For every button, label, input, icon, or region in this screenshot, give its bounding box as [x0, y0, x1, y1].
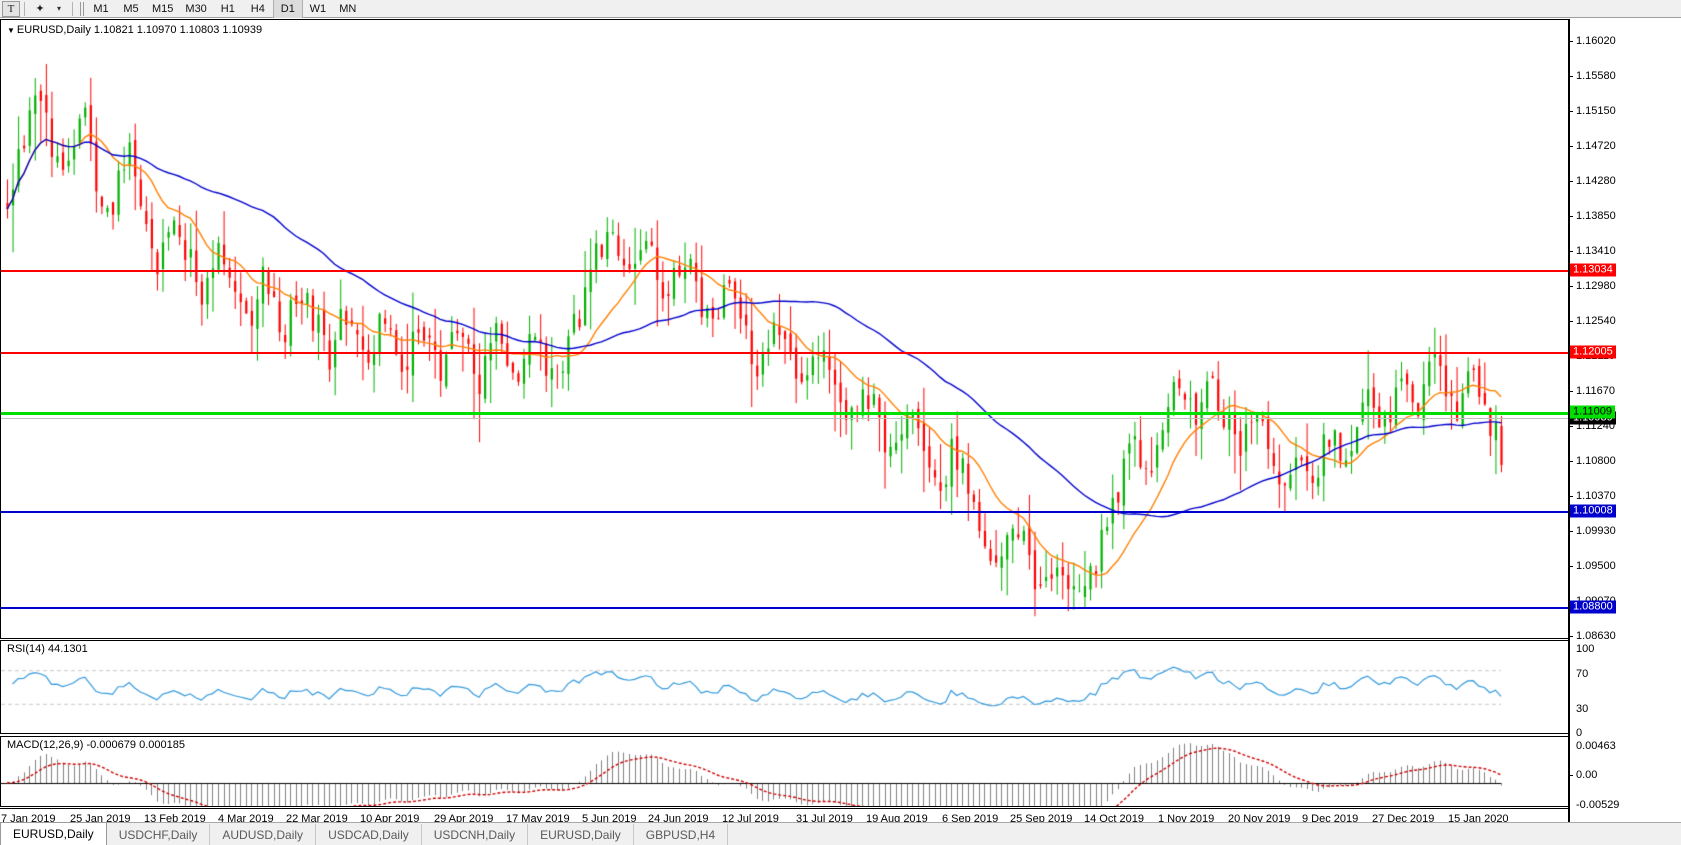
price-tick-label: 1.12540	[1576, 315, 1616, 327]
tab-usdcnh-daily[interactable]: USDCNH,Daily	[422, 824, 529, 845]
price-tick-label: 1.14280	[1576, 175, 1616, 187]
rsi-label: RSI(14) 44.1301	[7, 643, 88, 655]
tab-usdcad-daily[interactable]: USDCAD,Daily	[316, 824, 422, 845]
macd-tick-label: -0.00529	[1576, 799, 1620, 811]
toolbar-separator-2	[72, 1, 73, 16]
chart-tabs[interactable]: EURUSD,Daily USDCHF,Daily AUDUSD,Daily U…	[0, 822, 1681, 845]
timeframe-m30[interactable]: M30	[185, 2, 207, 15]
tab-gbpusd-h4[interactable]: GBPUSD,H4	[634, 824, 729, 845]
chart-area[interactable]: ▼ EURUSD,Daily 1.10821 1.10970 1.10803 1.…	[0, 19, 1681, 828]
timeframe-m1[interactable]: M1	[93, 2, 109, 15]
level-tag-support-1[interactable]: 1.10008	[1570, 504, 1616, 518]
price-tick-label: 1.15580	[1576, 70, 1616, 82]
price-tick-label: 1.09930	[1576, 525, 1616, 537]
rsi-tick-label: 0	[1576, 727, 1583, 739]
rsi-tick-label: 70	[1576, 668, 1589, 680]
macd-tick-label: 0.00	[1576, 769, 1598, 781]
rsi-tick-label: 30	[1576, 703, 1589, 715]
price-tick-label: 1.10800	[1576, 455, 1616, 467]
macd-tick-label: 0.00463	[1576, 740, 1616, 752]
timeframe-h4[interactable]: H4	[250, 2, 265, 15]
crosshair-text-icon[interactable]: T	[2, 0, 20, 17]
price-tick-label: 1.13410	[1576, 245, 1616, 257]
level-line-resistance-1[interactable]	[1, 270, 1568, 272]
timeframe-m15[interactable]: M15	[152, 2, 174, 15]
rsi-pane[interactable]: RSI(14) 44.1301	[0, 640, 1569, 734]
tab-eurusd-daily[interactable]: EURUSD,Daily	[0, 822, 107, 845]
level-tag-support-2[interactable]: 1.08800	[1570, 600, 1616, 614]
level-tag-resistance-2[interactable]: 1.12005	[1570, 345, 1616, 359]
price-tick-label: 1.12980	[1576, 280, 1616, 292]
price-tick-label: 1.16020	[1576, 35, 1616, 47]
chart-header: ▼ EURUSD,Daily 1.10821 1.10970 1.10803 1.…	[7, 24, 262, 36]
timeframe-m5[interactable]: M5	[123, 2, 139, 15]
price-tick-label: 1.10370	[1576, 490, 1616, 502]
toolbar-separator	[24, 1, 25, 16]
bid-line	[1, 418, 1568, 419]
macd-label: MACD(12,26,9) -0.000679 0.000185	[7, 739, 185, 751]
axis-line	[1569, 19, 1570, 822]
price-axis[interactable]: 1.16020 1.15580 1.15150 1.14720 1.14280 …	[1568, 19, 1681, 822]
timeframe-h1[interactable]: H1	[220, 2, 235, 15]
timeframe-d1[interactable]: D1	[272, 0, 303, 18]
toolbar-dropdown-icon[interactable]: ▾	[56, 4, 61, 13]
price-tick-label: 1.09500	[1576, 560, 1616, 572]
price-tick-label: 1.13850	[1576, 210, 1616, 222]
drawing-tools-icon[interactable]: ✦	[35, 3, 45, 15]
price-tick-label: 1.15150	[1576, 105, 1616, 117]
timeframe-w1[interactable]: W1	[309, 2, 327, 15]
price-pane[interactable]: ▼ EURUSD,Daily 1.10821 1.10970 1.10803 1.…	[0, 19, 1569, 639]
rsi-tick-label: 100	[1576, 643, 1595, 655]
level-line-support-2[interactable]	[1, 607, 1568, 609]
price-chart-canvas[interactable]	[1, 20, 1568, 638]
level-line-resistance-2[interactable]	[1, 352, 1568, 354]
chart-collapse-icon[interactable]: ▼	[7, 26, 15, 35]
price-tick-label: 1.08630	[1576, 630, 1616, 642]
tab-eurusd-daily-2[interactable]: EURUSD,Daily	[528, 824, 634, 845]
price-tick-label: 1.14720	[1576, 140, 1616, 152]
toolbar-grip[interactable]	[80, 1, 86, 16]
main-toolbar: T ✦ ▾ M1 M5 M15 M30 H1 H4 D1 W1 MN	[0, 0, 1681, 18]
tab-audusd-daily[interactable]: AUDUSD,Daily	[210, 824, 317, 845]
price-tick-label: 1.11670	[1576, 385, 1615, 397]
rsi-chart-canvas[interactable]	[1, 641, 1568, 733]
timeframe-mn[interactable]: MN	[339, 2, 357, 15]
chart-header-text: EURUSD,Daily 1.10821 1.10970 1.10803 1.1…	[16, 24, 263, 36]
level-tag-current[interactable]: 1.11009	[1570, 405, 1615, 419]
level-tag-resistance-1[interactable]: 1.13034	[1570, 263, 1616, 277]
macd-pane[interactable]: MACD(12,26,9) -0.000679 0.000185	[0, 736, 1569, 807]
tab-usdchf-daily[interactable]: USDCHF,Daily	[107, 824, 211, 845]
level-line-support-1[interactable]	[1, 511, 1568, 513]
macd-chart-canvas[interactable]	[1, 737, 1568, 806]
level-line-current[interactable]	[1, 412, 1568, 415]
